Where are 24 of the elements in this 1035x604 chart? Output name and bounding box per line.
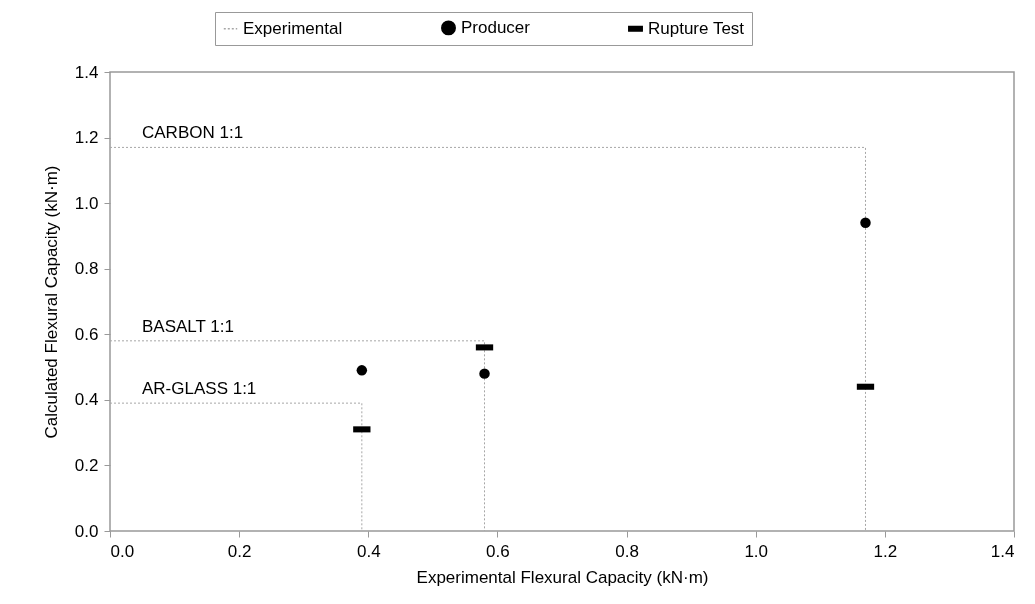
annotation: BASALT 1:1 <box>142 316 234 336</box>
x-tick-label: 1.4 <box>990 541 1015 561</box>
legend-label: Rupture Test <box>648 18 745 38</box>
y-tick-label: 1.0 <box>74 193 99 213</box>
y-axis-title: Calculated Flexural Capacity (kN·m) <box>41 165 61 439</box>
x-tick-label: 1.0 <box>744 541 769 561</box>
y-tick-label: 0.8 <box>74 259 99 279</box>
legend-label: Producer <box>461 17 531 37</box>
x-tick-label: 0.0 <box>110 541 135 561</box>
x-tick-label: 0.2 <box>227 541 252 561</box>
y-tick-label: 0.2 <box>74 455 99 475</box>
x-tick-label: 1.2 <box>873 541 898 561</box>
y-tick-label: 1.2 <box>74 128 99 148</box>
x-tick-label: 0.4 <box>356 541 381 561</box>
x-axis-title: Experimental Flexural Capacity (kN·m) <box>416 567 709 587</box>
x-tick-label: 0.6 <box>486 541 510 561</box>
y-tick-label: 0.0 <box>74 521 99 541</box>
legend-label: Experimental <box>243 18 343 38</box>
y-tick-label: 1.4 <box>74 62 99 82</box>
x-tick-label: 0.8 <box>615 541 639 561</box>
annotation: AR-GLASS 1:1 <box>142 379 257 399</box>
y-tick-label: 0.6 <box>74 324 99 344</box>
annotation: CARBON 1:1 <box>142 123 244 143</box>
y-tick-label: 0.4 <box>74 390 99 410</box>
